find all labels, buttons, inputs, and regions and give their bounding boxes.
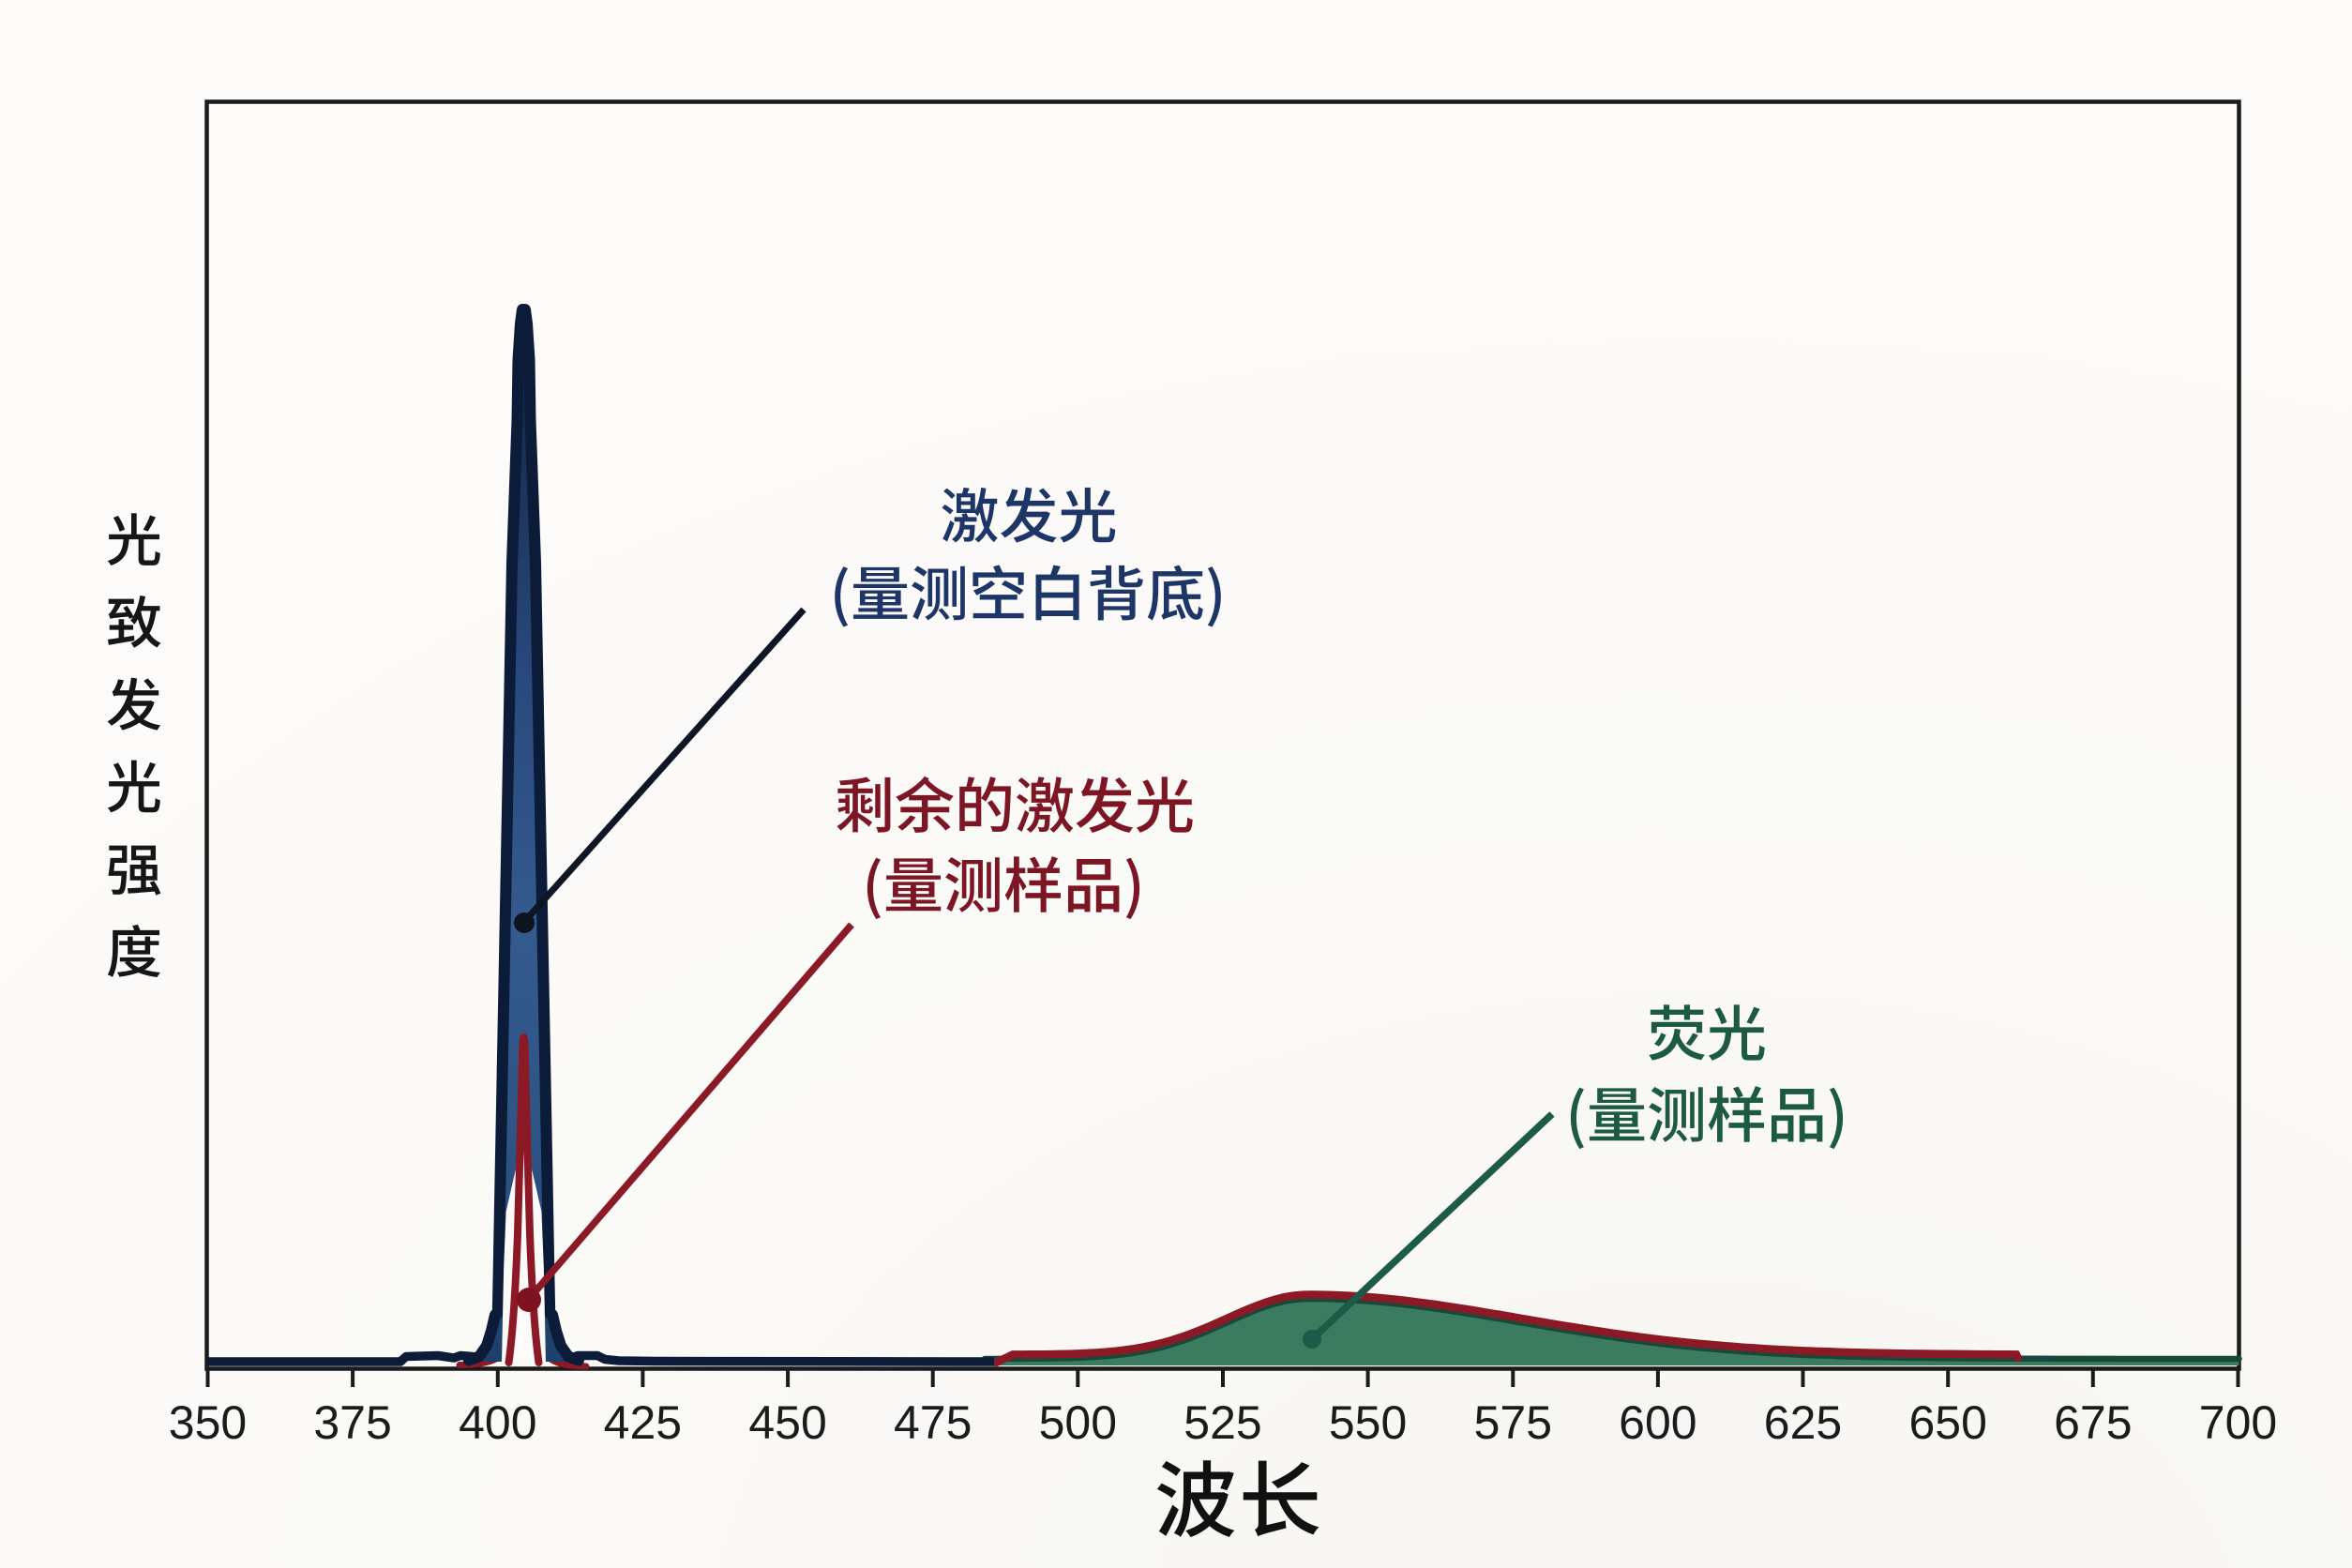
svg-text:400: 400	[459, 1396, 536, 1449]
svg-text:600: 600	[1619, 1396, 1696, 1449]
svg-text:675: 675	[2054, 1396, 2132, 1449]
svg-text:700: 700	[2199, 1396, 2277, 1449]
svg-text:375: 375	[313, 1396, 391, 1449]
svg-text:425: 425	[604, 1396, 682, 1449]
svg-text:625: 625	[1764, 1396, 1842, 1449]
svg-text:550: 550	[1329, 1396, 1407, 1449]
svg-text:450: 450	[748, 1396, 826, 1449]
svg-text:575: 575	[1474, 1396, 1552, 1449]
svg-text:475: 475	[894, 1396, 972, 1449]
svg-text:350: 350	[169, 1396, 247, 1449]
svg-text:650: 650	[1908, 1396, 1986, 1449]
svg-text:500: 500	[1039, 1396, 1117, 1449]
svg-text:525: 525	[1184, 1396, 1261, 1449]
